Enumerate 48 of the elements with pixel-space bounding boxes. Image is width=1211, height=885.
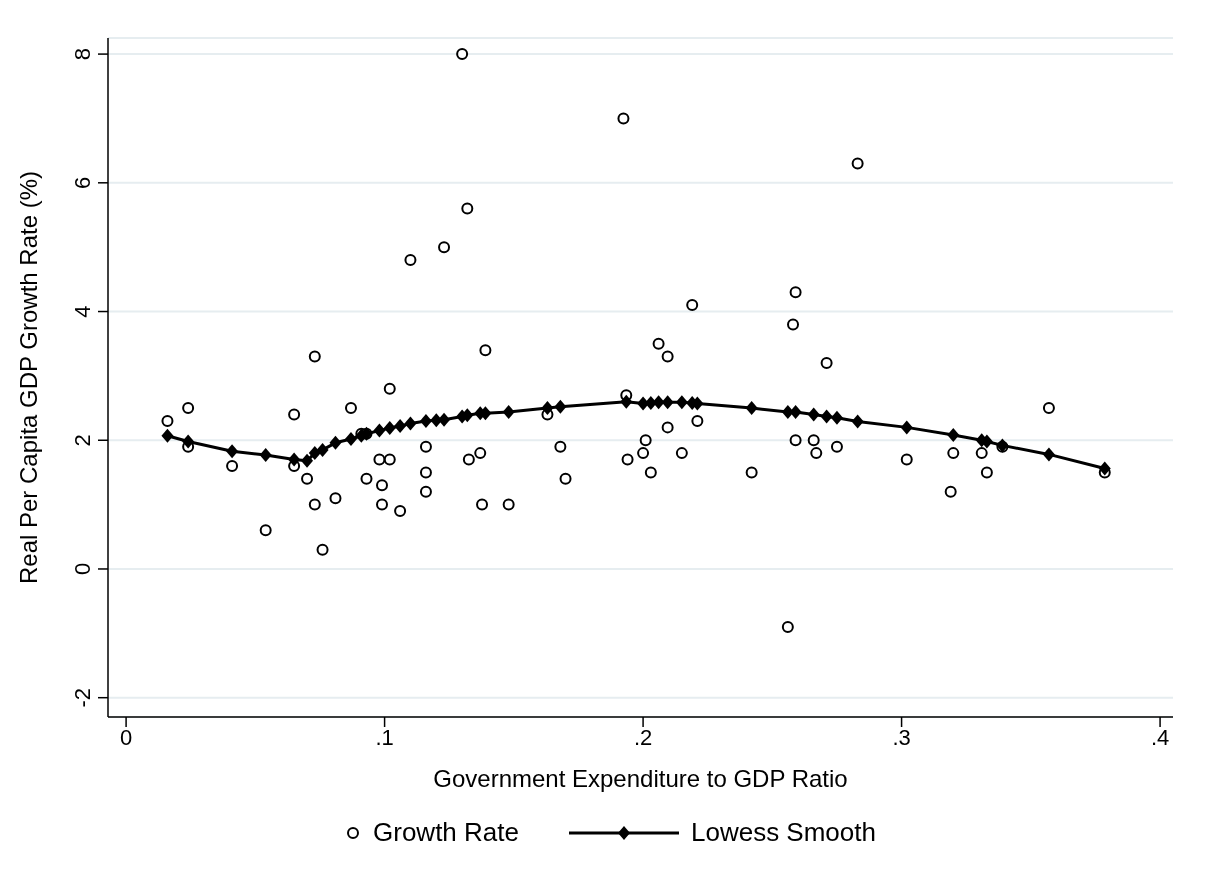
point bbox=[259, 448, 272, 463]
point bbox=[404, 416, 417, 431]
point bbox=[947, 428, 960, 443]
point bbox=[182, 434, 195, 449]
point bbox=[554, 399, 567, 414]
point bbox=[789, 404, 802, 419]
x-tick-label: .1 bbox=[375, 724, 394, 750]
x-axis-title: Government Expenditure to GDP Ratio bbox=[433, 765, 848, 792]
point bbox=[344, 431, 357, 446]
point bbox=[900, 420, 913, 435]
point bbox=[373, 423, 386, 438]
point bbox=[652, 395, 665, 410]
y-axis-title: Real Per Capita GDP Growth Rate (%) bbox=[14, 170, 42, 585]
point bbox=[675, 395, 688, 410]
point bbox=[541, 401, 554, 416]
point bbox=[329, 435, 342, 450]
y-tick-label: 2 bbox=[70, 434, 95, 447]
point bbox=[820, 409, 833, 424]
point bbox=[394, 419, 407, 434]
point bbox=[438, 412, 451, 427]
point bbox=[661, 395, 674, 410]
point bbox=[502, 404, 515, 419]
point bbox=[1042, 447, 1055, 462]
legend-label: Lowess Smooth bbox=[690, 817, 876, 848]
point bbox=[316, 442, 329, 457]
point bbox=[620, 394, 633, 409]
y-tick-label: 8 bbox=[70, 47, 95, 61]
point bbox=[383, 421, 396, 436]
point bbox=[161, 428, 174, 443]
point bbox=[226, 444, 239, 459]
point bbox=[301, 453, 314, 468]
point bbox=[419, 413, 432, 428]
y-tick-label: 0 bbox=[70, 562, 95, 576]
point bbox=[288, 452, 301, 467]
x-tick-label: .3 bbox=[892, 724, 911, 750]
y-tick-label: -2 bbox=[70, 687, 95, 708]
x-tick-label: .2 bbox=[633, 724, 653, 750]
y-tick-label: 6 bbox=[70, 176, 95, 189]
legend-label: Growth Rate bbox=[373, 817, 519, 848]
x-tick-label: 0 bbox=[119, 724, 133, 750]
point bbox=[1098, 461, 1111, 476]
point bbox=[851, 414, 864, 429]
x-tick-label: .4 bbox=[1150, 724, 1170, 750]
point bbox=[745, 401, 758, 416]
y-tick-label: 4 bbox=[70, 305, 95, 318]
point bbox=[830, 410, 843, 425]
point bbox=[807, 407, 820, 422]
point bbox=[308, 446, 321, 461]
